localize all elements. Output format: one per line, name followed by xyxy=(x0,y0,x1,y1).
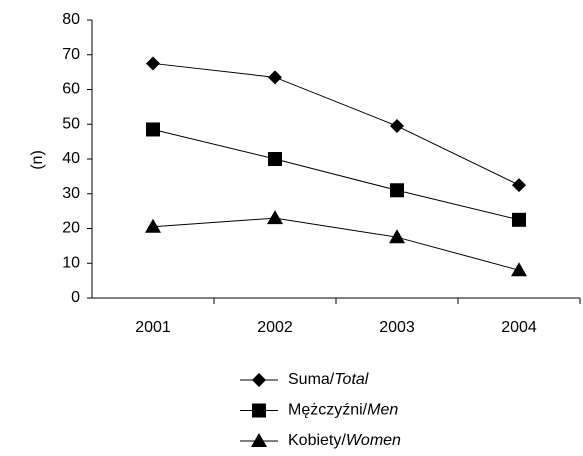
marker xyxy=(390,183,404,198)
marker xyxy=(512,178,526,193)
x-tick-label: 2003 xyxy=(379,319,415,336)
legend-label-part: Men xyxy=(367,402,398,419)
legend-label-part: Women xyxy=(346,432,401,449)
marker xyxy=(512,212,526,227)
legend-label: Suma/Total xyxy=(288,371,369,388)
y-axis-label: (n) xyxy=(29,150,46,170)
marker xyxy=(252,373,266,387)
marker xyxy=(146,56,160,71)
y-tick-label: 40 xyxy=(62,150,80,167)
y-tick-label: 70 xyxy=(62,46,80,63)
y-tick-label: 0 xyxy=(71,289,80,306)
y-tick-label: 10 xyxy=(62,254,80,271)
legend-label-part: Suma/ xyxy=(288,371,335,388)
marker xyxy=(145,218,161,233)
marker xyxy=(268,70,282,85)
legend-label: Mężczyźni/Men xyxy=(288,402,398,419)
marker xyxy=(389,229,405,244)
marker xyxy=(146,122,160,137)
y-tick-label: 30 xyxy=(62,185,80,202)
y-tick-label: 60 xyxy=(62,81,80,98)
legend-label-part: Kobiety/ xyxy=(288,432,346,449)
legend-label-part: Total xyxy=(334,371,369,388)
marker xyxy=(252,403,266,418)
marker xyxy=(251,433,267,447)
marker xyxy=(268,152,282,166)
marker xyxy=(267,210,283,225)
legend-label-part: Mężczyźni/ xyxy=(288,402,368,419)
marker xyxy=(390,118,404,133)
series-line xyxy=(152,128,520,221)
legend-label: Kobiety/Women xyxy=(288,432,401,449)
series-line xyxy=(152,62,520,186)
marker xyxy=(511,262,527,277)
series-line xyxy=(152,217,520,271)
y-tick-label: 80 xyxy=(62,11,80,28)
x-tick-label: 2004 xyxy=(501,319,537,336)
x-tick-label: 2002 xyxy=(257,319,293,336)
x-tick-label: 2001 xyxy=(135,319,171,336)
y-tick-label: 50 xyxy=(62,115,80,132)
y-tick-label: 20 xyxy=(62,220,80,237)
